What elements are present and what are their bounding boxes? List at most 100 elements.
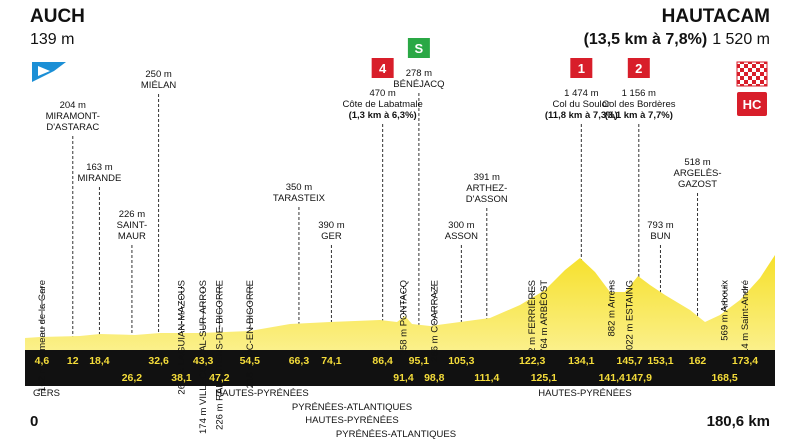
badge-label: 4 (379, 61, 387, 76)
waypoint-label: 1 156 m (622, 88, 656, 99)
waypoint-label: D'ASTARAC (46, 122, 99, 133)
start-flag-arrow (38, 66, 50, 76)
waypoint-label: BÉNÉJACQ (393, 79, 444, 90)
waypoint-label: ARGELÈS- (674, 168, 722, 179)
km-label: 26,2 (122, 372, 143, 384)
waypoint-label: 391 m (474, 172, 500, 183)
climb-detail: (11,8 km à 7,3%) (545, 110, 618, 121)
waypoint-label: 1 474 m (564, 88, 598, 99)
hc-label: HC (743, 97, 762, 112)
region-label: HAUTES-PYRÉNÉES (215, 388, 308, 399)
start-name: AUCH (30, 6, 85, 27)
waypoint-label: SAINT- (117, 220, 148, 231)
hc-badge (737, 92, 767, 116)
km-label: 168,5 (711, 372, 737, 384)
badge-label: 1 (578, 61, 585, 76)
km-label: 153,1 (647, 355, 673, 367)
km-label: 4,6 (35, 355, 50, 367)
distance-bar (25, 350, 775, 386)
waypoint-label: 390 m (318, 220, 344, 231)
waypoint-label: 250 m (145, 69, 171, 80)
waypoint-label: 300 m (448, 220, 474, 231)
km-label: 145,7 (616, 355, 642, 367)
km-label: 173,4 (732, 355, 758, 367)
badge-label: 2 (635, 61, 642, 76)
waypoint-label: BUN (650, 231, 670, 242)
region-label: PYRÉNÉES-ATLANTIQUES (336, 429, 456, 440)
finish-altitude: 1 520 m (712, 31, 770, 48)
km-label: 47,2 (209, 372, 230, 384)
waypoint-label: 882 m Arrens (607, 280, 618, 337)
waypoint-label: MAUR (118, 231, 146, 242)
km-label: 12 (67, 355, 79, 367)
elevation-profile (25, 255, 775, 350)
waypoint-label: GAZOST (678, 179, 717, 190)
waypoint-label: 278 m (406, 68, 432, 79)
climb-detail: (1,3 km à 6,3%) (349, 110, 417, 121)
km-label: 105,3 (448, 355, 474, 367)
waypoint-label: 226 m (119, 209, 145, 220)
km-label: 125,1 (531, 372, 557, 384)
km-label: 66,3 (289, 355, 310, 367)
region-label: GERS (33, 388, 60, 399)
km-label: 38,1 (171, 372, 192, 384)
waypoint-label: Col du Soulor (553, 99, 611, 110)
waypoint-label: 226 m RABASTENS-DE-BIGORRE (214, 280, 225, 430)
start-flag (32, 62, 66, 82)
waypoint-label: 204 m (60, 100, 86, 111)
waypoint-label: 163 m (86, 162, 112, 173)
climb-detail: (3,1 km à 7,7%) (605, 110, 673, 121)
start-altitude: 139 m (30, 31, 74, 48)
km-label: 162 (689, 355, 707, 367)
distance-start: 0 (30, 413, 38, 430)
km-label: 98,8 (424, 372, 445, 384)
waypoint-label: GER (321, 231, 342, 242)
waypoint-label: 162 m Hameau de la Gare (37, 280, 48, 392)
waypoint-label: ASSON (445, 231, 478, 242)
km-label: 147,9 (626, 372, 652, 384)
waypoint-label: 914 m Saint-André (740, 280, 751, 359)
climb-badge (627, 58, 650, 78)
km-label: 134,1 (568, 355, 594, 367)
climb-badge (407, 38, 430, 58)
waypoint-label: 218 m VIC-EN-BIGORRE (245, 280, 256, 388)
distance-total: 180,6 km (707, 413, 770, 430)
waypoint-label: Col des Bordères (602, 99, 676, 110)
waypoint-label: Côte de Labatmale (343, 99, 423, 110)
waypoint-label: 1 022 m ESTAING (625, 280, 636, 358)
region-label: PYRÉNÉES-ATLANTIQUES (292, 402, 412, 413)
finish-info: (13,5 km à 7,8%) 1 520 m (584, 31, 770, 48)
km-label: 74,1 (321, 355, 342, 367)
waypoint-label: 266 m COARRAZE (429, 280, 440, 362)
waypoint-label: 174 m VILLECOMTAL-SUR-ARROS (198, 280, 209, 434)
waypoint-label: 518 m (684, 157, 710, 168)
waypoint-label: MIRAMONT- (46, 111, 100, 122)
waypoint-label: 261 m LAGUIAN-MAZOUS (176, 280, 187, 395)
climb-badge (371, 58, 394, 78)
km-label: 95,1 (409, 355, 430, 367)
km-label: 43,3 (193, 355, 214, 367)
waypoint-label: 350 m (286, 182, 312, 193)
waypoint-label: TARASTEIX (273, 193, 326, 204)
km-label: 91,4 (393, 372, 414, 384)
waypoint-label: 569 m Arbouix (720, 280, 731, 341)
waypoint-label: 358 m PONTACQ (398, 280, 409, 355)
km-label: 54,5 (240, 355, 261, 367)
waypoint-label: 764 m ARBÉOST (539, 280, 550, 354)
region-label: HAUTES-PYRÉNÉES (305, 415, 398, 426)
waypoint-label: 793 m (647, 220, 673, 231)
finish-flag (736, 61, 768, 87)
km-label: 18,4 (89, 355, 110, 367)
region-label: HAUTES-PYRÉNÉES (538, 388, 631, 399)
finish-name: HAUTACAM (662, 6, 770, 27)
waypoint-label: 470 m (369, 88, 395, 99)
waypoint-label: MIRANDE (78, 173, 122, 184)
km-label: 122,3 (519, 355, 545, 367)
km-label: 86,4 (372, 355, 393, 367)
waypoint-label: ARTHEZ- (466, 183, 507, 194)
waypoint-label: D'ASSON (466, 194, 508, 205)
waypoint-label: 552 m FERRIÈRES (527, 280, 538, 363)
climb-badge (570, 58, 593, 78)
finish-detail: (13,5 km à 7,8%) (584, 31, 708, 48)
